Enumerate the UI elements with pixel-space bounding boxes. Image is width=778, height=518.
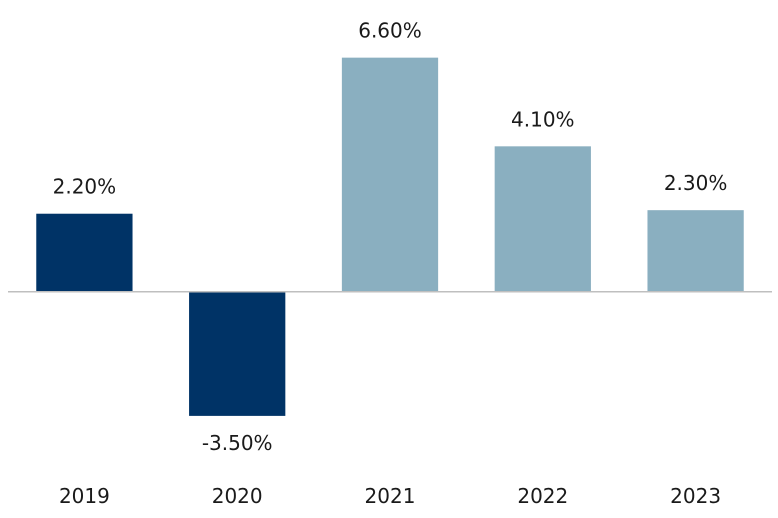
bar-2023 <box>647 210 744 292</box>
bars-group <box>36 57 744 416</box>
value-label-2023: 2.30% <box>664 171 728 195</box>
bar-2020 <box>189 291 286 416</box>
x-tick-label-2022: 2022 <box>517 484 568 508</box>
value-labels-group: 2.20% -3.50% 6.60% 4.10% 2.30% <box>53 19 728 455</box>
bar-2022 <box>494 146 591 292</box>
x-tick-labels-group: 2019 2020 2021 2022 2023 <box>59 484 721 508</box>
x-tick-label-2021: 2021 <box>365 484 416 508</box>
value-label-2019: 2.20% <box>53 175 117 199</box>
value-label-2021: 6.60% <box>358 19 422 43</box>
x-tick-label-2019: 2019 <box>59 484 110 508</box>
value-label-2020: -3.50% <box>202 431 273 455</box>
value-label-2022: 4.10% <box>511 107 575 131</box>
x-tick-label-2020: 2020 <box>212 484 263 508</box>
bar-2021 <box>341 57 439 292</box>
x-tick-label-2023: 2023 <box>670 484 721 508</box>
bar-2019 <box>36 213 133 292</box>
